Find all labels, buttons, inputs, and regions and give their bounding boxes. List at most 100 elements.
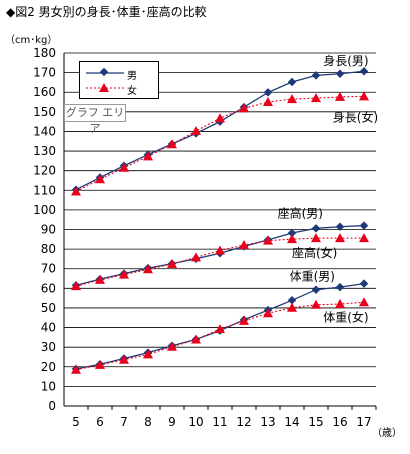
- annotation-5: 体重(女): [323, 310, 368, 325]
- point-1-7: [119, 162, 129, 172]
- y-tick-label-60: 60: [41, 281, 56, 295]
- point-3-12: [239, 239, 249, 249]
- plot-area-tooltip[interactable]: グラフ エリア: [64, 104, 126, 135]
- point-1-10: [191, 126, 201, 136]
- point-1-8: [143, 151, 153, 161]
- y-tick-label-50: 50: [41, 301, 56, 315]
- point-3-13: [263, 235, 273, 245]
- legend: 男 女: [79, 61, 159, 99]
- y-tick-label-10: 10: [41, 379, 56, 393]
- grid-layer: [64, 52, 376, 387]
- chart-title: ◆図2 男女別の身長･体重･座高の比較: [6, 5, 207, 19]
- point-0-14: [287, 77, 297, 87]
- point-5-7: [119, 354, 129, 364]
- point-5-14: [287, 302, 297, 312]
- legend-female-triangle: [99, 83, 109, 92]
- y-tick-label-20: 20: [41, 360, 56, 374]
- y-tick-label-160: 160: [33, 85, 56, 99]
- point-1-17: [359, 91, 369, 101]
- point-1-6: [95, 174, 105, 184]
- point-5-5: [71, 364, 81, 374]
- annotation-layer: 身長(男) 身長(女) 座高(男) 座高(女) 体重(男) 体重(女): [278, 53, 379, 325]
- y-tick-label-0: 0: [48, 399, 56, 413]
- x-tick-label-14: 14: [284, 415, 299, 429]
- y-tick-label-70: 70: [41, 262, 56, 276]
- point-5-10: [191, 334, 201, 344]
- point-5-6: [95, 359, 105, 369]
- x-tick-label-12: 12: [236, 415, 251, 429]
- point-3-15: [311, 233, 321, 243]
- point-3-10: [191, 252, 201, 262]
- x-axis-unit-label: （歳）: [372, 427, 402, 439]
- legend-male-label: 男: [127, 71, 137, 82]
- y-axis-unit-label: （cm･kg）: [5, 35, 58, 46]
- y-tick-label-30: 30: [41, 340, 56, 354]
- legend-item-female: 女: [80, 81, 160, 97]
- point-2-16: [335, 222, 345, 231]
- annotation-4: 体重(男): [290, 269, 335, 283]
- x-tick-label-9: 9: [168, 415, 176, 429]
- x-tick-label-13: 13: [260, 415, 275, 429]
- point-4-16: [335, 282, 345, 292]
- point-3-6: [95, 274, 105, 284]
- legend-male-marker: [86, 67, 124, 77]
- legend-item-male: 男: [80, 66, 160, 82]
- point-5-17: [359, 297, 369, 307]
- annotation-2: 座高(男): [278, 206, 323, 221]
- y-tick-label-90: 90: [41, 223, 56, 237]
- point-5-16: [335, 299, 345, 309]
- legend-female-label: 女: [127, 86, 137, 97]
- point-1-14: [287, 94, 297, 104]
- x-tick-label-7: 7: [120, 415, 128, 429]
- point-4-17: [359, 279, 369, 288]
- legend-female-marker: [86, 83, 124, 92]
- point-5-9: [167, 341, 177, 351]
- point-1-15: [311, 93, 321, 103]
- point-2-17: [359, 221, 369, 230]
- point-3-8: [143, 264, 153, 274]
- point-3-16: [335, 233, 345, 243]
- point-1-9: [167, 139, 177, 149]
- point-3-9: [167, 259, 177, 269]
- y-tick-label-180: 180: [33, 46, 56, 60]
- x-tick-label-5: 5: [72, 415, 80, 429]
- point-1-11: [215, 113, 225, 123]
- x-tick-label-15: 15: [308, 415, 323, 429]
- y-tick-label-140: 140: [33, 124, 56, 138]
- point-3-14: [287, 234, 297, 244]
- point-3-5: [71, 281, 81, 291]
- point-0-13: [263, 88, 273, 97]
- series-layer: [71, 66, 369, 374]
- x-tick-label-6: 6: [96, 415, 104, 429]
- annotation-1: 身長(女): [333, 110, 378, 125]
- y-tick-label-110: 110: [33, 183, 56, 197]
- y-tick-label-40: 40: [41, 321, 56, 335]
- point-3-11: [215, 245, 225, 255]
- point-2-15: [311, 224, 321, 233]
- point-4-15: [311, 285, 321, 294]
- point-0-16: [335, 69, 345, 79]
- point-1-12: [239, 103, 249, 113]
- point-5-15: [311, 299, 321, 309]
- point-2-14: [287, 228, 297, 238]
- x-tick-label-17: 17: [356, 415, 371, 429]
- point-1-5: [71, 186, 81, 196]
- y-tick-label-120: 120: [33, 164, 56, 178]
- point-1-13: [263, 97, 273, 107]
- point-3-7: [119, 269, 129, 279]
- point-5-8: [143, 349, 153, 359]
- x-tick-label-8: 8: [144, 415, 152, 429]
- point-4-14: [287, 296, 297, 305]
- x-tick-label-10: 10: [188, 415, 203, 429]
- x-tick-label-16: 16: [332, 415, 347, 429]
- y-tick-label-150: 150: [33, 105, 56, 119]
- y-tick-label-100: 100: [33, 203, 56, 217]
- point-0-15: [311, 71, 321, 80]
- point-5-12: [239, 315, 249, 325]
- point-0-17: [359, 66, 369, 76]
- point-3-17: [359, 233, 369, 243]
- point-1-16: [335, 91, 345, 101]
- point-5-13: [263, 308, 273, 318]
- y-tick-label-130: 130: [33, 144, 56, 158]
